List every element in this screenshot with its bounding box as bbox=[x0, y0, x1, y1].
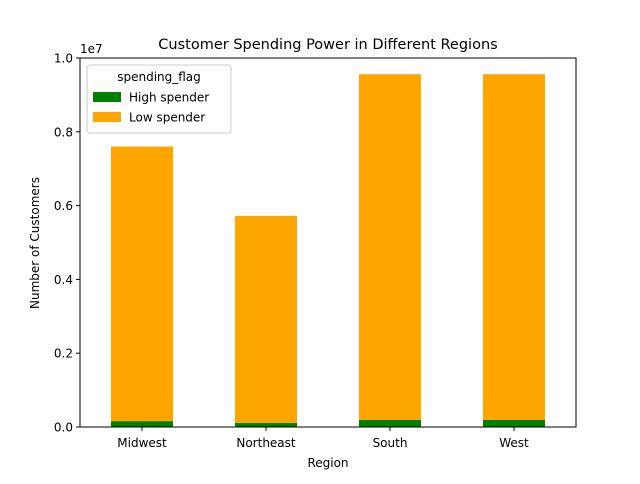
bar-midwest-series-0 bbox=[111, 421, 173, 427]
y-axis-offset-label: 1e7 bbox=[80, 42, 103, 56]
y-tick-label: 1.0 bbox=[54, 52, 73, 66]
bar-midwest-series-1 bbox=[111, 146, 173, 422]
bar-northeast-series-1 bbox=[235, 215, 297, 423]
bar-south-series-0 bbox=[359, 419, 421, 427]
legend-title: spending_flag bbox=[117, 70, 201, 84]
legend: spending_flag High spender Low spender bbox=[86, 64, 232, 134]
x-axis-label: Region bbox=[307, 456, 348, 470]
bar-west-series-1 bbox=[483, 74, 545, 420]
legend-label-1: Low spender bbox=[129, 111, 205, 125]
ticks-layer: Midwest Northeast South West 0.0 0.2 0.4 0.6 0.8… bbox=[54, 52, 529, 451]
plot-area-frame bbox=[79, 57, 577, 428]
legend-frame bbox=[86, 64, 232, 134]
bar-west-series-0 bbox=[483, 419, 545, 427]
y-tick-label: 0.0 bbox=[54, 421, 73, 435]
y-tick-label: 0.8 bbox=[54, 125, 73, 139]
x-tick-label: South bbox=[373, 436, 408, 450]
bar-south-series-1 bbox=[359, 74, 421, 420]
legend-swatch-1 bbox=[93, 112, 121, 122]
chart-title: Customer Spending Power in Different Reg… bbox=[158, 37, 497, 53]
y-axis-label: Number of Customers bbox=[28, 177, 42, 309]
y-tick-label: 0.4 bbox=[54, 273, 73, 287]
bars-layer bbox=[111, 74, 545, 427]
legend-swatch-0 bbox=[93, 92, 121, 102]
y-tick-label: 0.2 bbox=[54, 347, 73, 361]
x-tick-label: West bbox=[499, 436, 529, 450]
legend-label-0: High spender bbox=[129, 91, 209, 105]
bar-northeast-series-0 bbox=[235, 422, 297, 427]
y-tick-label: 0.6 bbox=[54, 199, 73, 213]
x-tick-label: Midwest bbox=[117, 436, 167, 450]
x-tick-label: Northeast bbox=[236, 436, 296, 450]
